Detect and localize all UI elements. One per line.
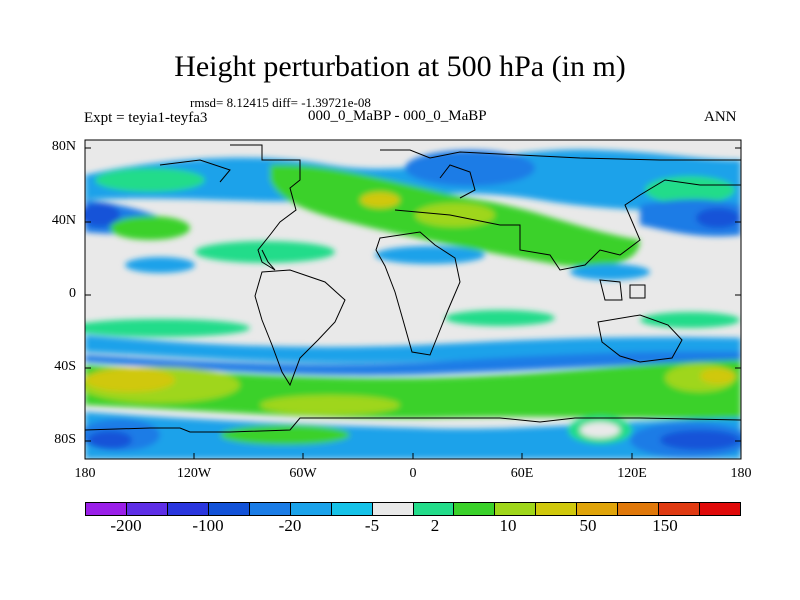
colorbar-swatch-8	[413, 503, 455, 515]
lon-label-60e: 60E	[510, 466, 534, 481]
colorbar-swatch-15	[700, 503, 740, 515]
contour-fill-field	[85, 149, 741, 459]
colorbar-label: -200	[110, 516, 142, 535]
colorbar-swatch-1	[126, 503, 168, 515]
axis-ticks	[85, 147, 741, 459]
lon-label-120w: 120W	[176, 466, 212, 481]
colorbar-swatch-5	[290, 503, 332, 515]
lon-label-180e: 180	[730, 466, 752, 481]
colorbar-swatch-4	[249, 503, 291, 515]
colorbar-swatch-6	[331, 503, 373, 515]
lat-label-40s: 40S	[54, 359, 76, 374]
lon-label-0: 0	[409, 466, 417, 481]
lat-label-eq: 0	[69, 286, 76, 301]
lon-label-60w: 60W	[289, 466, 317, 481]
colorbar-label: 2	[430, 516, 440, 535]
colorbar-label: -5	[364, 516, 380, 535]
colorbar-swatch-2	[167, 503, 209, 515]
colorbar-label: -100	[192, 516, 224, 535]
colorbar-swatch-13	[618, 503, 660, 515]
lat-label-80s: 80S	[54, 432, 76, 447]
season-label: ANN	[704, 109, 737, 125]
colorbar-swatch-10	[495, 503, 537, 515]
colorbar-label: 150	[652, 516, 678, 535]
colorbar-swatch-9	[454, 503, 496, 515]
plot-title: Height perturbation at 500 hPa (in m)	[174, 50, 626, 83]
comparison-label: 000_0_MaBP - 000_0_MaBP	[308, 108, 487, 124]
colorbar	[85, 502, 741, 516]
colorbar-swatch-12	[577, 503, 619, 515]
colorbar-label: 10	[499, 516, 517, 535]
colorbar-swatch-0	[86, 503, 127, 515]
colorbar-swatch-3	[208, 503, 250, 515]
experiment-label: Expt = teyia1-teyfa3	[84, 110, 208, 126]
colorbar-label: -20	[278, 516, 302, 535]
lon-label-120e: 120E	[617, 466, 647, 481]
colorbar-label: 50	[579, 516, 597, 535]
colorbar-swatch-14	[659, 503, 701, 515]
coastline-outlines	[85, 144, 741, 433]
lat-label-40n: 40N	[51, 213, 76, 228]
lon-label-180w: 180	[74, 466, 96, 481]
colorbar-swatch-7	[372, 503, 414, 515]
lat-label-80n: 80N	[51, 139, 76, 154]
stats-text: rmsd= 8.12415 diff= -1.39721e-08	[190, 95, 371, 110]
colorbar-swatch-11	[536, 503, 578, 515]
